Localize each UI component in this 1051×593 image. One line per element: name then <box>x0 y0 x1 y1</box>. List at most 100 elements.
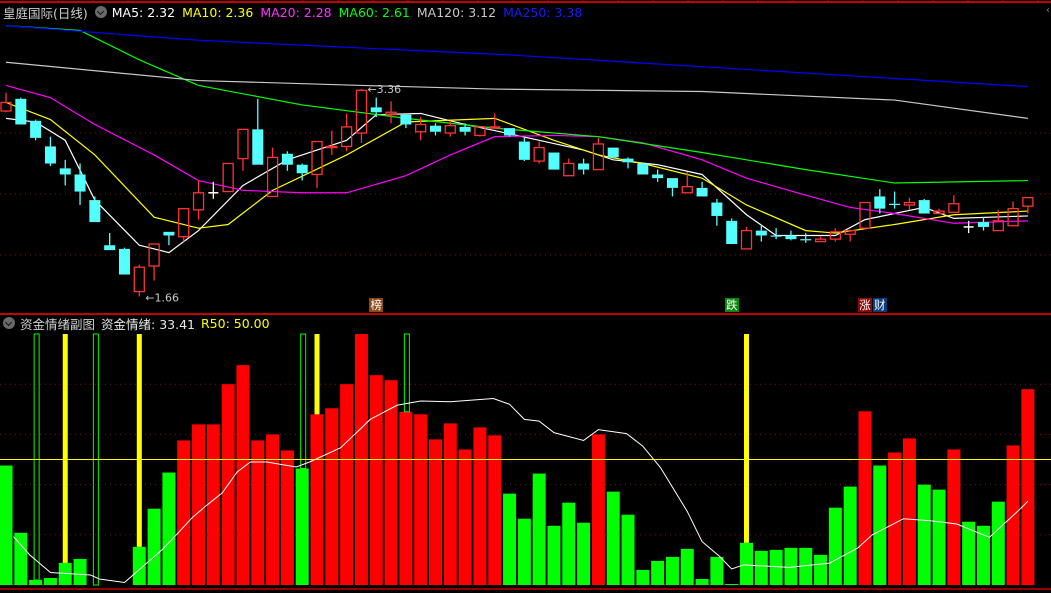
marker-die[interactable]: 跌 <box>724 298 739 312</box>
candle-up <box>563 162 575 177</box>
candle-up <box>222 162 234 193</box>
candle-down <box>400 114 412 125</box>
indicator-bar <box>325 408 339 585</box>
indicator-bar <box>680 548 694 585</box>
indicator-bar <box>473 427 487 585</box>
indicator-bar <box>547 525 561 585</box>
marker-cai[interactable]: 财 <box>872 298 887 312</box>
candle-down <box>15 98 27 125</box>
indicator-bar <box>0 465 13 585</box>
ma5-label: MA5: 2.32 <box>111 4 176 20</box>
candle-up <box>355 89 368 134</box>
candle-up <box>533 146 545 162</box>
indicator-bar <box>147 508 161 585</box>
indicator-bar <box>384 380 398 585</box>
chevron-left-icon[interactable]: ‹ <box>1046 5 1050 16</box>
candle-up <box>814 238 827 243</box>
indicator-bar <box>932 489 946 585</box>
ma120-line <box>5 61 1028 119</box>
signal-yellow <box>136 334 142 547</box>
r50-value: R50: 50.00 <box>201 315 270 331</box>
indicator-bar <box>621 514 635 585</box>
candle-down <box>711 202 723 216</box>
indicator-bar <box>562 502 576 585</box>
indicator-bar <box>73 558 87 585</box>
candle-down <box>163 231 175 236</box>
candle-up <box>948 203 960 213</box>
signal-yellow <box>744 334 749 543</box>
candle-down <box>800 239 812 241</box>
price-annotation-low: ←1.66 <box>145 291 179 304</box>
candle-down <box>755 230 767 236</box>
candle-up <box>489 126 501 129</box>
signal-yellow <box>62 334 68 563</box>
chevron-down-icon[interactable] <box>94 6 107 18</box>
indicator-bar <box>873 465 887 585</box>
candle-up <box>740 229 753 250</box>
indicator-bar <box>769 549 783 585</box>
marker-bang[interactable]: 榜 <box>369 298 384 312</box>
candle-down <box>74 174 86 192</box>
indicator-bar <box>858 411 872 585</box>
indicator-bar <box>606 491 620 585</box>
ma250-label: MA250: 3.38 <box>503 4 583 20</box>
candle-up <box>1022 197 1034 207</box>
ma120-label: MA120: 3.12 <box>416 4 497 20</box>
indicator-bar <box>266 434 280 585</box>
signal-hollow-green <box>300 333 307 470</box>
indicator-bar <box>192 424 206 585</box>
candle-down <box>874 196 886 209</box>
indicator-bar <box>799 547 813 585</box>
sentiment-line <box>13 398 1029 584</box>
candle-up <box>903 201 916 206</box>
signal-yellow <box>314 334 320 415</box>
candle-up <box>133 266 145 293</box>
indicator-bar <box>14 532 28 585</box>
candle-down <box>918 200 930 214</box>
indicator-bar <box>295 468 309 585</box>
chevron-down-icon[interactable] <box>3 317 15 329</box>
candle-down <box>504 128 516 136</box>
marker-zhang[interactable]: 涨 <box>857 298 872 312</box>
ma250-line <box>5 25 1028 88</box>
candle-down <box>252 129 264 165</box>
indicator-bar <box>828 507 842 585</box>
ma60-line <box>5 25 1028 184</box>
indicator-bar <box>177 440 191 585</box>
indicator-bar <box>29 579 43 585</box>
indicator-bar <box>162 472 176 585</box>
indicator-bar <box>340 384 354 585</box>
candle-up <box>844 229 856 235</box>
candle-down <box>104 245 116 251</box>
indicator-bar <box>710 556 724 585</box>
candle-down <box>666 178 678 188</box>
indicator-title: 资金情绪副图 <box>20 316 96 332</box>
candle-down <box>459 126 471 132</box>
candle-up <box>266 156 279 198</box>
candle-up <box>592 143 605 171</box>
signal-hollow-green <box>33 333 40 581</box>
candle-down <box>652 174 664 179</box>
ma20-line <box>5 84 1028 224</box>
candle-up <box>1007 207 1019 227</box>
indicator-bar <box>591 434 605 585</box>
candle-up <box>237 128 249 160</box>
indicator-bar <box>251 440 265 585</box>
candle-down <box>518 141 530 160</box>
candle-up <box>340 126 353 148</box>
indicator-bar <box>443 423 457 585</box>
indicator-bar <box>428 439 442 585</box>
indicator-header: 资金情绪副图 资金情绪: 33.41 R50: 50.00 <box>3 315 276 332</box>
indicator-bar <box>740 542 753 585</box>
candle-up <box>192 192 205 211</box>
indicator-bar <box>58 562 72 585</box>
indicator-bar <box>947 449 961 585</box>
indicator-bar <box>414 414 428 585</box>
indicator-bar <box>488 435 502 585</box>
indicator-bar <box>991 501 1005 585</box>
candle-up <box>474 126 486 137</box>
candle-up <box>415 123 427 133</box>
ma60-label: MA60: 2.61 <box>338 4 410 20</box>
candle-up <box>326 145 338 149</box>
